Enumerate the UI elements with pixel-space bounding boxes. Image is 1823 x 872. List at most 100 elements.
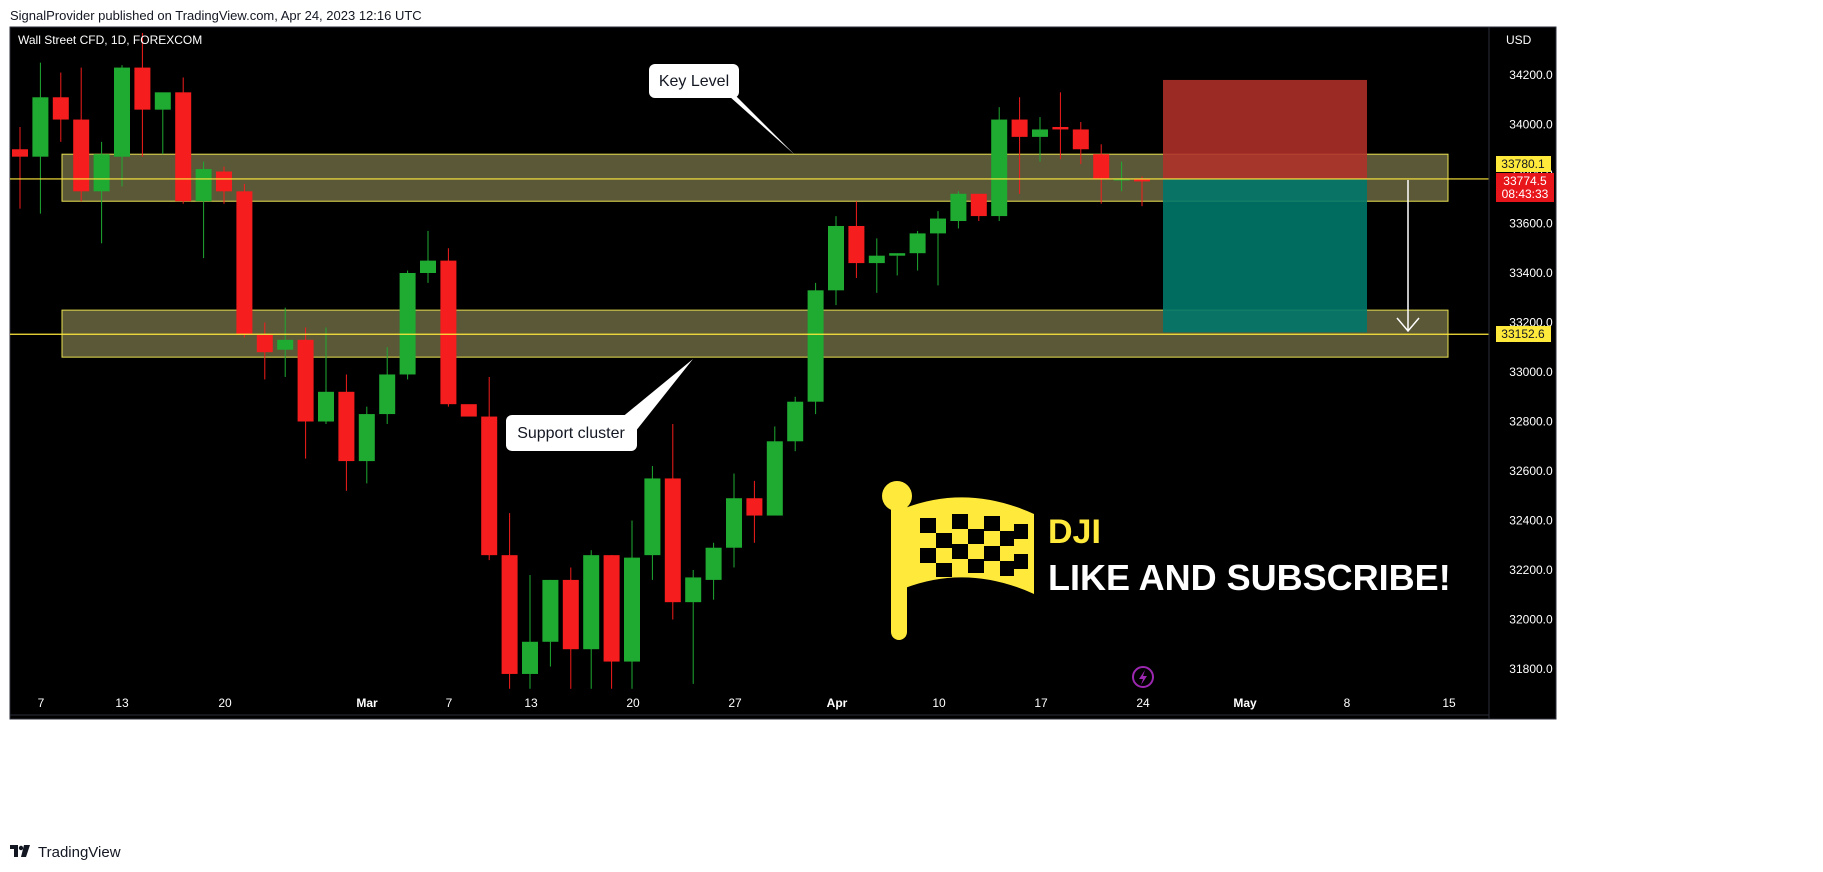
candle-body <box>970 193 987 217</box>
candle <box>1093 144 1110 204</box>
callout-box <box>506 415 637 451</box>
candle-body <box>1134 178 1150 182</box>
candle <box>930 211 946 286</box>
price-chart[interactable]: 31800.0 32000.0 32200.0 32400.0 32600.0 32800… <box>0 0 1823 836</box>
candle-body <box>338 391 355 462</box>
y-tick-label: 32400.0 <box>1509 514 1553 528</box>
candle-body <box>32 97 49 157</box>
candle <box>909 230 926 271</box>
candle <box>1052 92 1069 160</box>
y-tick-label: 32000.0 <box>1509 613 1553 627</box>
candle <box>32 62 49 214</box>
candle <box>114 65 130 187</box>
x-tick-label: 8 <box>1344 696 1351 710</box>
candle <box>93 141 110 244</box>
callout-pointer <box>720 88 795 155</box>
callout-pointer <box>615 359 693 432</box>
candle <box>746 480 763 543</box>
candle-body <box>216 171 232 192</box>
candle <box>624 520 640 689</box>
candle <box>562 567 579 689</box>
lower-level-label: 33152.6 <box>1496 326 1551 342</box>
candle-body <box>664 478 681 603</box>
y-tick-label: 34000.0 <box>1509 118 1553 132</box>
candle <box>522 574 538 689</box>
ticker-text: DJI <box>1048 513 1101 551</box>
candle-body <box>807 290 824 402</box>
candle <box>848 201 865 278</box>
candle <box>318 327 334 424</box>
support-callout[interactable]: Support cluster <box>506 359 693 451</box>
callout-box <box>649 64 739 98</box>
candle <box>542 579 559 667</box>
candle-body <box>644 478 661 556</box>
candle-body <box>52 97 69 120</box>
footer: TradingView <box>10 842 121 862</box>
x-tick-label: 20 <box>218 696 232 710</box>
candle <box>501 513 518 689</box>
candle-body <box>1072 129 1089 150</box>
y-tick-label: 32200.0 <box>1509 563 1553 577</box>
candle <box>52 72 69 142</box>
x-tick-label: 17 <box>1034 696 1048 710</box>
x-tick-label: Mar <box>356 696 378 710</box>
candle <box>685 570 702 684</box>
candle <box>1032 117 1048 162</box>
candle <box>583 550 600 689</box>
candle-body <box>236 191 253 335</box>
y-tick-label: 33600.0 <box>1509 217 1553 231</box>
x-tick-label: 15 <box>1442 696 1456 710</box>
candle-body <box>868 255 885 264</box>
candle <box>12 126 28 209</box>
candle-body <box>154 92 171 110</box>
x-tick-label: 7 <box>38 696 45 710</box>
candle-body <box>481 416 498 556</box>
candle <box>991 107 1008 222</box>
candle-body <box>991 119 1008 217</box>
candle-body <box>848 225 865 264</box>
candle <box>154 92 171 155</box>
candle <box>256 322 273 380</box>
lightning-icon[interactable] <box>1132 666 1154 688</box>
candle-body <box>909 233 926 254</box>
candle-body <box>705 547 722 580</box>
candle <box>1072 122 1089 165</box>
y-tick-label: 33400.0 <box>1509 266 1553 280</box>
candle-body <box>460 404 477 417</box>
svg-text:33774.5: 33774.5 <box>1503 174 1547 188</box>
x-tick-label: 27 <box>728 696 742 710</box>
key-level-callout[interactable]: Key Level <box>649 64 795 155</box>
candle-body <box>501 555 518 674</box>
candle-body <box>562 579 579 650</box>
candle <box>766 426 783 516</box>
time-axis[interactable]: 7 13 20 Mar 7 13 20 27 Apr 10 17 24 May 8 15 <box>38 696 1456 710</box>
down-arrow <box>1396 180 1420 333</box>
candle <box>420 230 436 283</box>
candle-body <box>583 555 600 650</box>
position-tool <box>1163 79 1367 333</box>
footer-brand: TradingView <box>38 843 121 861</box>
candle-body <box>134 67 151 110</box>
candle-body <box>277 339 294 350</box>
candle <box>1011 97 1028 194</box>
candle-body <box>379 374 396 415</box>
x-tick-label: 13 <box>524 696 538 710</box>
candle-body <box>297 339 314 422</box>
candle-body <box>175 92 192 202</box>
stop-loss-zone[interactable] <box>1163 79 1367 179</box>
candle <box>195 161 212 259</box>
chart-title: Wall Street CFD, 1D, FOREXCOM <box>18 33 202 47</box>
svg-text:33780.1: 33780.1 <box>1501 157 1545 171</box>
candle <box>134 32 151 157</box>
candle-body <box>685 577 702 603</box>
tradingview-logo-icon <box>10 845 30 857</box>
candle-body <box>1113 178 1130 181</box>
take-profit-zone[interactable] <box>1163 178 1367 333</box>
candle <box>358 406 375 484</box>
currency-label: USD <box>1506 33 1532 47</box>
candle <box>216 166 232 204</box>
candle <box>726 473 742 568</box>
candle-body <box>420 260 436 273</box>
candle-body <box>318 391 334 422</box>
checkered-flag-icon <box>882 481 1034 640</box>
